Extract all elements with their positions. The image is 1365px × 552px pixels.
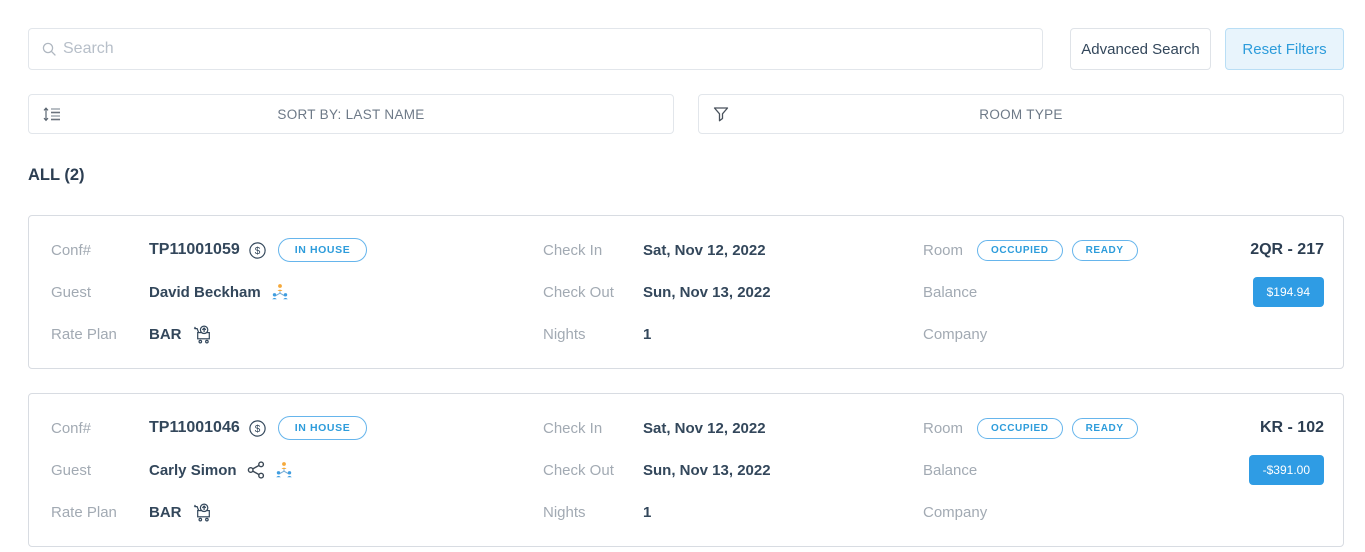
nights-label: Nights	[543, 503, 586, 521]
search-field-wrap	[28, 28, 1043, 70]
reservation-card[interactable]: Conf# TP11001059 IN HOUSE Guest David Be…	[28, 215, 1344, 369]
reset-filters-button[interactable]: Reset Filters	[1225, 28, 1344, 70]
filter-row: SORT BY: LAST NAME ROOM TYPE	[28, 94, 1344, 134]
room-label: Room	[923, 419, 964, 437]
reservation-card[interactable]: Conf# TP11001046 IN HOUSE Guest Carly Si…	[28, 393, 1344, 547]
check-in-label: Check In	[543, 241, 603, 259]
check-in-label: Check In	[543, 419, 603, 437]
room-occupied-badge: OCCUPIED	[977, 239, 1063, 261]
stay-dates-column: Check In Sat, Nov 12, 2022 Check Out Sun…	[543, 229, 923, 355]
sort-by-dropdown[interactable]: SORT BY: LAST NAME	[28, 94, 674, 134]
share-icon[interactable]	[246, 460, 265, 480]
rate-plan-label: Rate Plan	[51, 503, 117, 521]
check-in-date: Sat, Nov 12, 2022	[643, 241, 766, 259]
room-balance-column: Room OCCUPIED READY KR - 102 Balance -$3…	[923, 407, 1324, 533]
nights-value: 1	[643, 325, 652, 343]
reservation-info-column: Conf# TP11001046 IN HOUSE Guest Carly Si…	[51, 407, 543, 533]
search-icon	[41, 41, 57, 57]
check-out-label: Check Out	[543, 461, 614, 479]
hierarchy-group-icon[interactable]	[270, 283, 290, 301]
guest-label: Guest	[51, 283, 92, 301]
in-house-status-badge: IN HOUSE	[277, 416, 368, 440]
room-ready-badge: READY	[1071, 417, 1138, 439]
room-number: 2QR - 217	[1250, 241, 1324, 258]
room-ready-badge: READY	[1071, 239, 1138, 261]
company-label: Company	[923, 503, 988, 521]
check-out-label: Check Out	[543, 283, 614, 301]
search-input[interactable]	[28, 28, 1043, 70]
check-out-date: Sun, Nov 13, 2022	[643, 283, 771, 301]
advanced-search-button[interactable]: Advanced Search	[1070, 28, 1211, 70]
check-in-date: Sat, Nov 12, 2022	[643, 419, 766, 437]
guest-name: David Beckham	[149, 283, 261, 301]
guest-label: Guest	[51, 461, 92, 479]
in-house-status-badge: IN HOUSE	[277, 238, 368, 262]
conf-number: TP11001059	[149, 241, 240, 258]
rate-plan-value: BAR	[149, 503, 182, 521]
room-type-dropdown[interactable]: ROOM TYPE	[698, 94, 1344, 134]
sort-by-label: SORT BY: LAST NAME	[277, 106, 425, 122]
check-out-date: Sun, Nov 13, 2022	[643, 461, 771, 479]
conf-label: Conf#	[51, 241, 92, 259]
nights-label: Nights	[543, 325, 586, 343]
balance-button[interactable]: $194.94	[1252, 277, 1324, 307]
company-label: Company	[923, 325, 988, 343]
reservation-info-column: Conf# TP11001059 IN HOUSE Guest David Be…	[51, 229, 543, 355]
shopping-cart-arrow-icon[interactable]	[191, 502, 213, 522]
room-occupied-badge: OCCUPIED	[977, 417, 1063, 439]
conf-number: TP11001046	[149, 419, 240, 436]
room-type-label: ROOM TYPE	[979, 106, 1063, 122]
balance-label: Balance	[923, 283, 978, 301]
guest-name: Carly Simon	[149, 461, 237, 479]
balance-button[interactable]: -$391.00	[1248, 455, 1324, 485]
nights-value: 1	[643, 503, 652, 521]
results-count-title: ALL (2)	[28, 166, 85, 184]
rate-plan-label: Rate Plan	[51, 325, 117, 343]
conf-label: Conf#	[51, 419, 92, 437]
room-label: Room	[923, 241, 964, 259]
rate-plan-value: BAR	[149, 325, 182, 343]
shopping-cart-arrow-icon[interactable]	[191, 324, 213, 344]
room-number: KR - 102	[1259, 419, 1324, 436]
hierarchy-group-icon[interactable]	[274, 461, 294, 479]
stay-dates-column: Check In Sat, Nov 12, 2022 Check Out Sun…	[543, 407, 923, 533]
room-balance-column: Room OCCUPIED READY 2QR - 217 Balance $1…	[923, 229, 1324, 355]
search-toolbar: Advanced Search Reset Filters	[28, 28, 1344, 70]
balance-label: Balance	[923, 461, 978, 479]
dollar-circle-icon[interactable]	[249, 419, 266, 437]
dollar-circle-icon[interactable]	[249, 241, 266, 259]
